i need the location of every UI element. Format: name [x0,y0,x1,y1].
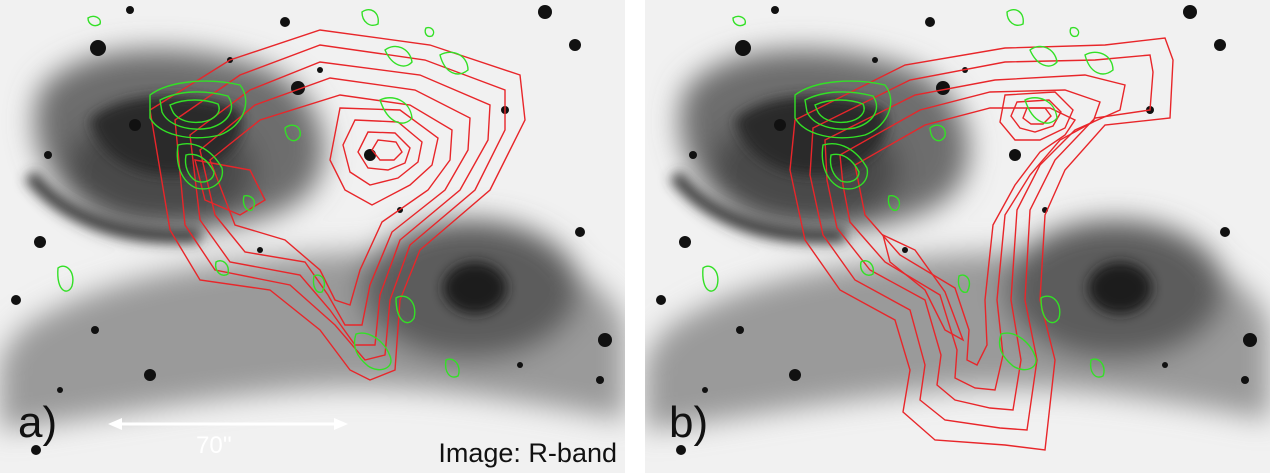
galaxy-cores [24,96,507,314]
scale-bar-label: 70'' [196,432,232,459]
scale-bar-right-arrow-icon [334,418,348,430]
image-panel-b: b) [645,0,1270,473]
r-band-image-a [0,0,625,473]
galaxy-cores [669,96,1152,314]
scale-bar [108,418,348,430]
field-stars [11,5,612,455]
radio-contours-b [789,37,1174,451]
panel-label-a: a) [18,398,58,447]
image-panel-a: a) 70'' Image: R-band [0,0,625,473]
scale-bar-left-arrow-icon [108,418,122,430]
optical-contours-a [57,8,469,378]
radio-contours-a [149,29,526,381]
image-band-label: Image: R-band [438,438,617,468]
panel-label-b: b) [669,398,709,447]
optical-contours-b [702,8,1114,378]
r-band-image-b [645,0,1270,473]
